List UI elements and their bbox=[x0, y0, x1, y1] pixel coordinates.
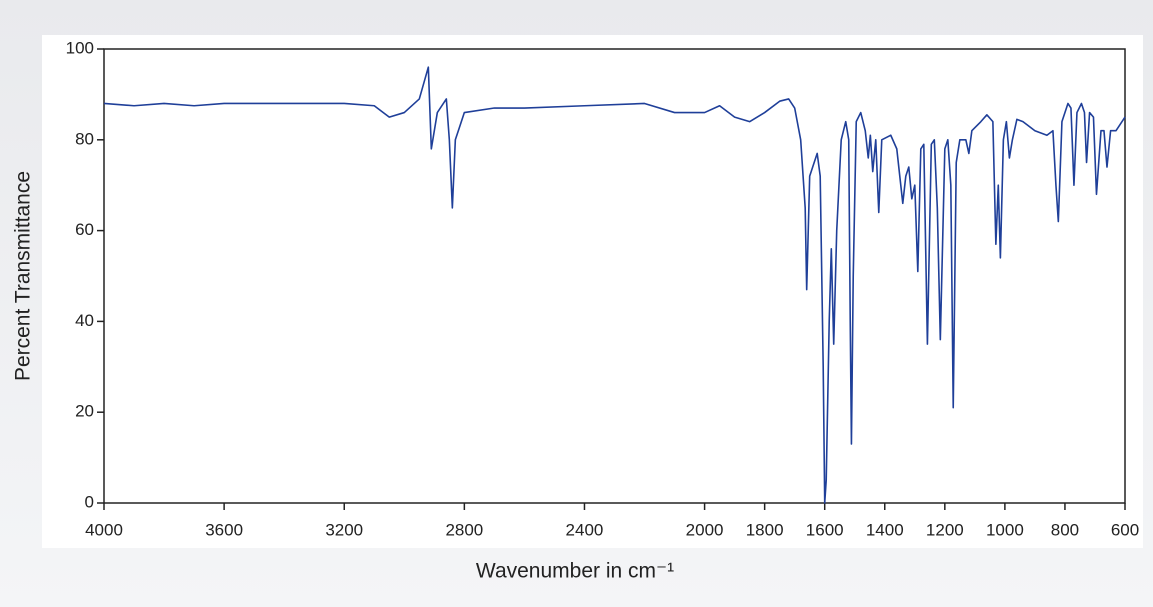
x-tick-label: 2000 bbox=[686, 520, 724, 539]
y-tick-label: 80 bbox=[75, 129, 94, 148]
x-tick-label: 1400 bbox=[866, 520, 904, 539]
y-tick-label: 100 bbox=[66, 38, 94, 57]
x-tick-label: 2400 bbox=[566, 520, 604, 539]
x-tick-label: 800 bbox=[1051, 520, 1079, 539]
x-tick-label: 3600 bbox=[205, 520, 243, 539]
x-tick-label: 1600 bbox=[806, 520, 844, 539]
spectrum-line bbox=[103, 66, 1126, 504]
y-tick-label: 20 bbox=[75, 402, 94, 421]
y-tick-label: 60 bbox=[75, 220, 94, 239]
x-tick-label: 1200 bbox=[926, 520, 964, 539]
x-tick-label: 3200 bbox=[325, 520, 363, 539]
y-axis-label: Percent Transmittance bbox=[12, 171, 35, 381]
y-tick-label: 0 bbox=[85, 492, 94, 511]
x-tick-label: 1000 bbox=[986, 520, 1024, 539]
plot-panel bbox=[42, 35, 1143, 548]
x-tick-label: 4000 bbox=[85, 520, 123, 539]
y-tick-label: 40 bbox=[75, 311, 94, 330]
x-tick-label: 1800 bbox=[746, 520, 784, 539]
x-tick-label: 2800 bbox=[445, 520, 483, 539]
plot-frame bbox=[103, 48, 1126, 504]
x-tick-label: 600 bbox=[1111, 520, 1139, 539]
x-axis-label: Wavenumber in cm⁻¹ bbox=[476, 560, 674, 583]
